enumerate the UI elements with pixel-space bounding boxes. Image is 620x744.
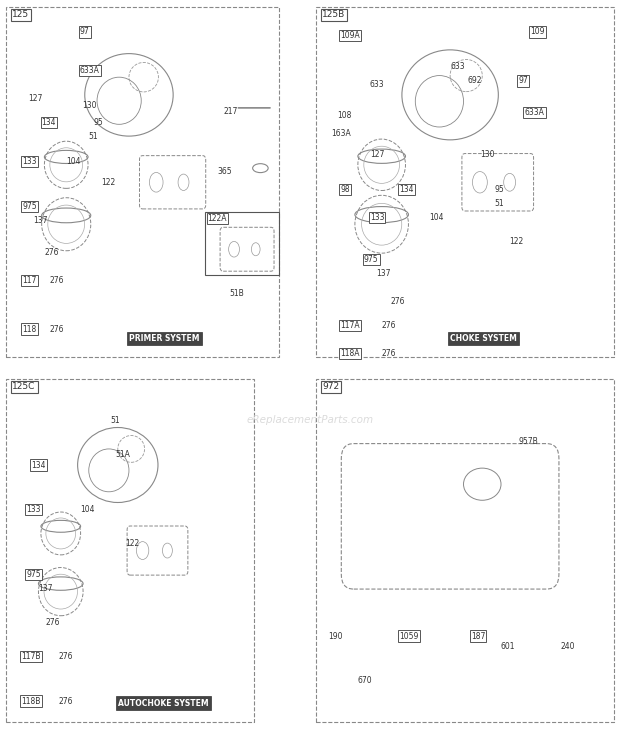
Text: 108: 108 — [337, 112, 352, 121]
Text: 104: 104 — [81, 505, 95, 514]
Text: 276: 276 — [46, 618, 60, 627]
Text: 633A: 633A — [525, 108, 544, 117]
Text: 117A: 117A — [340, 321, 360, 330]
Text: 122: 122 — [125, 539, 140, 548]
Text: 130: 130 — [82, 101, 97, 110]
Bar — [6, 379, 254, 722]
Bar — [205, 212, 279, 275]
Text: 276: 276 — [58, 696, 73, 705]
Text: 95: 95 — [94, 118, 104, 127]
Text: 276: 276 — [50, 324, 64, 333]
Text: 51: 51 — [88, 132, 98, 141]
Text: 240: 240 — [560, 642, 575, 651]
Text: 109: 109 — [531, 28, 545, 36]
Text: 190: 190 — [328, 632, 343, 641]
Text: 187: 187 — [471, 632, 485, 641]
Text: 109A: 109A — [340, 31, 360, 40]
Text: 51: 51 — [110, 416, 120, 425]
Text: 217: 217 — [223, 107, 237, 116]
Text: 633: 633 — [370, 80, 384, 89]
Text: 133: 133 — [22, 157, 37, 166]
Bar — [316, 7, 614, 357]
Text: 276: 276 — [45, 248, 59, 257]
Text: 163A: 163A — [331, 129, 351, 138]
Text: 957B: 957B — [518, 437, 538, 446]
Text: PRIMER SYSTEM: PRIMER SYSTEM — [129, 334, 200, 343]
Bar — [316, 379, 614, 722]
Text: 633: 633 — [450, 62, 465, 71]
Text: 975: 975 — [364, 254, 378, 263]
Text: 276: 276 — [58, 652, 73, 661]
Text: 118: 118 — [22, 324, 37, 333]
Text: 122: 122 — [510, 237, 524, 246]
Text: 51A: 51A — [115, 450, 130, 459]
Text: 122: 122 — [102, 178, 116, 187]
Text: 125: 125 — [12, 10, 30, 19]
Text: 692: 692 — [468, 77, 482, 86]
Text: 125B: 125B — [322, 10, 346, 19]
Text: 276: 276 — [382, 349, 396, 358]
Text: 601: 601 — [501, 642, 515, 651]
Text: AUTOCHOKE SYSTEM: AUTOCHOKE SYSTEM — [118, 699, 208, 708]
Text: 97: 97 — [518, 77, 528, 86]
Text: 1059: 1059 — [399, 632, 419, 641]
Text: 137: 137 — [376, 269, 390, 278]
Text: 117: 117 — [22, 276, 37, 285]
Text: 95: 95 — [495, 185, 505, 193]
Text: 975: 975 — [26, 570, 41, 579]
Text: 670: 670 — [358, 676, 373, 685]
Text: 276: 276 — [382, 321, 396, 330]
Text: 104: 104 — [429, 213, 444, 222]
Text: 133: 133 — [370, 213, 384, 222]
Text: 975: 975 — [22, 202, 37, 211]
Text: 117B: 117B — [21, 652, 40, 661]
Text: 134: 134 — [31, 461, 45, 469]
Text: 122A: 122A — [208, 214, 227, 223]
Text: CHOKE SYSTEM: CHOKE SYSTEM — [450, 334, 517, 343]
Text: 98: 98 — [340, 185, 350, 193]
Text: 97: 97 — [80, 28, 90, 36]
Text: 127: 127 — [370, 150, 384, 158]
Text: 276: 276 — [50, 276, 64, 285]
Text: 130: 130 — [480, 150, 494, 158]
Text: 365: 365 — [217, 167, 232, 176]
Text: 125C: 125C — [12, 382, 36, 391]
Text: 633A: 633A — [80, 66, 100, 75]
Text: 127: 127 — [28, 94, 42, 103]
Text: 134: 134 — [42, 118, 56, 127]
Text: 134: 134 — [399, 185, 414, 193]
Text: 137: 137 — [33, 217, 48, 225]
Text: 51B: 51B — [229, 289, 244, 298]
Text: 133: 133 — [26, 505, 40, 514]
Text: eReplacementParts.com: eReplacementParts.com — [246, 415, 374, 426]
Bar — [6, 7, 279, 357]
Text: 104: 104 — [66, 157, 81, 166]
Text: 137: 137 — [38, 584, 53, 593]
Text: 118A: 118A — [340, 349, 360, 358]
Text: 276: 276 — [391, 297, 405, 306]
Text: 51: 51 — [495, 199, 505, 208]
Text: 972: 972 — [322, 382, 340, 391]
Text: 118B: 118B — [21, 696, 40, 705]
